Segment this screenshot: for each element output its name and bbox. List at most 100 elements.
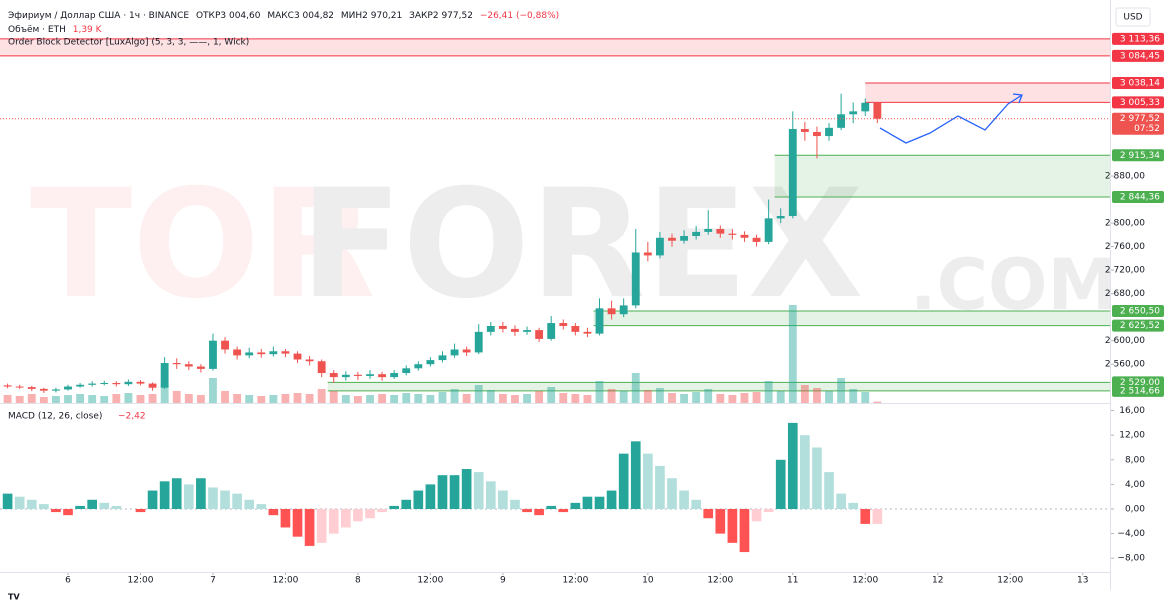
x-tick-label: 7 [210, 576, 216, 586]
volume-bar [100, 396, 109, 403]
projection-arrow [879, 93, 1023, 144]
y-tick-label: 12,00 [1119, 431, 1145, 441]
volume-bar [631, 373, 640, 403]
volume-bar [148, 394, 157, 403]
volume-bar [474, 385, 483, 403]
volume-bar [523, 394, 531, 403]
volume-bar [245, 395, 254, 403]
candle-body [740, 234, 749, 238]
x-tick-label: 12:00 [417, 576, 443, 586]
histogram-bar [739, 509, 750, 553]
candle-body [498, 325, 507, 329]
histogram-bar [353, 509, 363, 522]
candle-body [547, 323, 556, 339]
histogram-bar [836, 493, 846, 510]
price-badge-label: 2 915,34 [1120, 151, 1160, 161]
volume-bar [112, 394, 121, 403]
candle-body [837, 114, 846, 128]
volume-bar [329, 391, 338, 403]
histogram-bar [558, 509, 569, 513]
volume-bar [740, 393, 749, 403]
price-badge-label: 3 113,36 [1120, 34, 1160, 44]
last-price-label: 2 977,52 [1120, 114, 1160, 124]
y-tick-label: 4,00 [1125, 480, 1145, 490]
volume-bar [511, 395, 519, 403]
candle-body [607, 308, 616, 315]
volume-bar [728, 395, 737, 403]
histogram-bar [667, 478, 677, 510]
candle-body [329, 373, 338, 378]
volume-bar [172, 391, 181, 403]
candle-body [366, 374, 374, 376]
price-badge [1112, 149, 1164, 162]
y-tick-label: 2 800,00 [1105, 219, 1145, 229]
candle-body [184, 364, 193, 367]
candle-body [873, 102, 882, 119]
y-tick-label: −8,00 [1117, 554, 1145, 564]
volume-bar [136, 395, 145, 403]
histogram-bar [147, 490, 158, 510]
volume-bar [716, 394, 725, 403]
volume-bar [293, 393, 302, 403]
histogram-bar [703, 509, 714, 519]
histogram-bar [232, 493, 242, 510]
volume-bar [668, 393, 676, 403]
indicator-value: −2,42 [118, 412, 146, 422]
order-block [327, 382, 1110, 391]
candle-body [209, 340, 217, 369]
volume-bar [196, 395, 205, 403]
candle-body [112, 383, 121, 385]
price-badge [1112, 319, 1164, 332]
histogram-bar [606, 490, 617, 510]
volume-bar [305, 394, 314, 403]
candle-body [317, 361, 326, 374]
currency[interactable]: USD [1123, 13, 1142, 23]
histogram-bar [775, 459, 786, 510]
volume-bar [607, 389, 616, 403]
open: 3 004,60 [220, 11, 260, 21]
histogram-bar [401, 499, 412, 510]
candle-body [825, 127, 833, 137]
volume-bar [341, 395, 350, 403]
candle-body [631, 252, 640, 306]
histogram-bar [812, 447, 822, 510]
histogram-bar [171, 478, 182, 510]
volume-bar [825, 391, 833, 403]
histogram-bar [787, 422, 798, 510]
candle-body [861, 102, 870, 112]
watermark: TOR FOREX .COM [30, 158, 1117, 332]
volume-bar [76, 394, 85, 403]
volume-bar [837, 378, 846, 403]
x-tick-label: 12:00 [128, 576, 154, 586]
x-tick-label: 12:00 [562, 576, 588, 586]
open-label: ОТКР [196, 11, 221, 21]
histogram-bar [630, 441, 641, 510]
histogram-bar [485, 481, 496, 510]
x-tick-label: 10 [642, 576, 654, 586]
currency-button[interactable] [1115, 7, 1151, 27]
candle-body [100, 383, 109, 385]
candle-body [269, 351, 278, 355]
candle-body [52, 389, 60, 391]
indicator-label: Order Block Detector [LuxAlgo] (5, 3, 3,… [8, 38, 249, 48]
histogram-bar [848, 502, 859, 510]
volume-bar [52, 396, 60, 403]
candle-body [27, 387, 36, 389]
projection-line [879, 94, 1023, 144]
x-tick-label: 11 [787, 576, 798, 586]
histogram-bar [413, 490, 424, 510]
y-tick-label: 2 760,00 [1105, 242, 1145, 252]
volume-bar [752, 392, 761, 403]
x-tick-label: 9 [500, 576, 506, 586]
candle-body [353, 374, 362, 376]
volume-bar [619, 391, 628, 403]
candle-body [281, 351, 290, 354]
price-badge [1112, 304, 1164, 317]
price-badge-label: 2 625,52 [1120, 321, 1160, 331]
histogram-bar [437, 475, 448, 510]
volume-bar [39, 397, 48, 403]
histogram-bar [256, 504, 267, 510]
histogram-bar [75, 505, 85, 510]
candle-body [426, 360, 435, 365]
candle-body [293, 353, 302, 360]
